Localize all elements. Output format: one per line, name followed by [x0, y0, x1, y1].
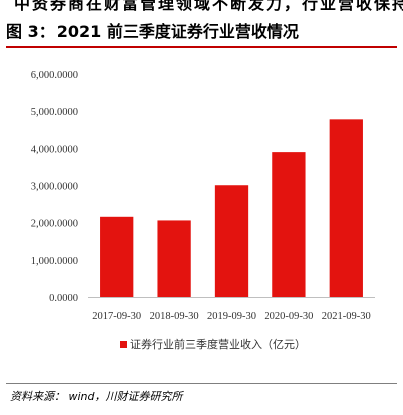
figure-label: 图 3： — [6, 22, 55, 41]
y-tick-label: 4,000.0000 — [31, 144, 78, 155]
top-cropped-text: 中资券商在财富管理领域不断发力，行业营收保持增长 — [0, 0, 403, 12]
legend-label: 证券行业前三季度营业收入（亿元） — [130, 337, 306, 351]
x-tick-label: 2018-09-30 — [150, 311, 199, 322]
x-tick-label: 2019-09-30 — [207, 311, 256, 322]
revenue-bar-chart: 0.0000 1,000.0000 2,000.0000 3,000.0000 4,00… — [31, 70, 375, 351]
legend: 证券行业前三季度营业收入（亿元） — [120, 337, 306, 351]
top-fragment-text: 中资券商在财富管理领域不断发力，行业营收保持增长 — [14, 0, 403, 12]
bar-2019-09-30 — [214, 185, 249, 297]
figure-title-text: 2021 前三季度证券行业营收情况 — [56, 22, 299, 41]
legend-item: 证券行业前三季度营业收入（亿元） — [120, 337, 306, 351]
title-underline — [6, 46, 397, 48]
figure-title: 图 3： 2021 前三季度证券行业营收情况 — [6, 19, 391, 45]
x-axis: 2017-09-30 2018-09-30 2019-09-30 2020-09-30… — [88, 297, 375, 322]
bar-2021-09-30 — [329, 119, 363, 298]
y-tick-label: 3,000.0000 — [31, 182, 78, 193]
y-tick-label: 5,000.0000 — [31, 107, 78, 118]
legend-swatch — [120, 341, 127, 348]
y-tick-label: 1,000.0000 — [31, 256, 78, 267]
y-tick-label: 6,000.0000 — [31, 70, 78, 81]
bar-2018-09-30 — [157, 220, 191, 297]
x-tick-label: 2020-09-30 — [264, 311, 313, 322]
bottom-divider — [6, 383, 397, 384]
bar-2020-09-30 — [272, 152, 306, 297]
x-tick-label: 2017-09-30 — [92, 311, 141, 322]
bars — [100, 119, 363, 298]
bar-2017-09-30 — [100, 216, 134, 297]
y-tick-label: 2,000.0000 — [31, 219, 78, 230]
x-tick-label: 2021-09-30 — [322, 311, 371, 322]
y-axis: 0.0000 1,000.0000 2,000.0000 3,000.0000 4,00… — [31, 70, 78, 304]
source-note: 资料来源： wind，川财证券研究所 — [10, 390, 183, 403]
y-tick-label: 0.0000 — [49, 293, 78, 304]
